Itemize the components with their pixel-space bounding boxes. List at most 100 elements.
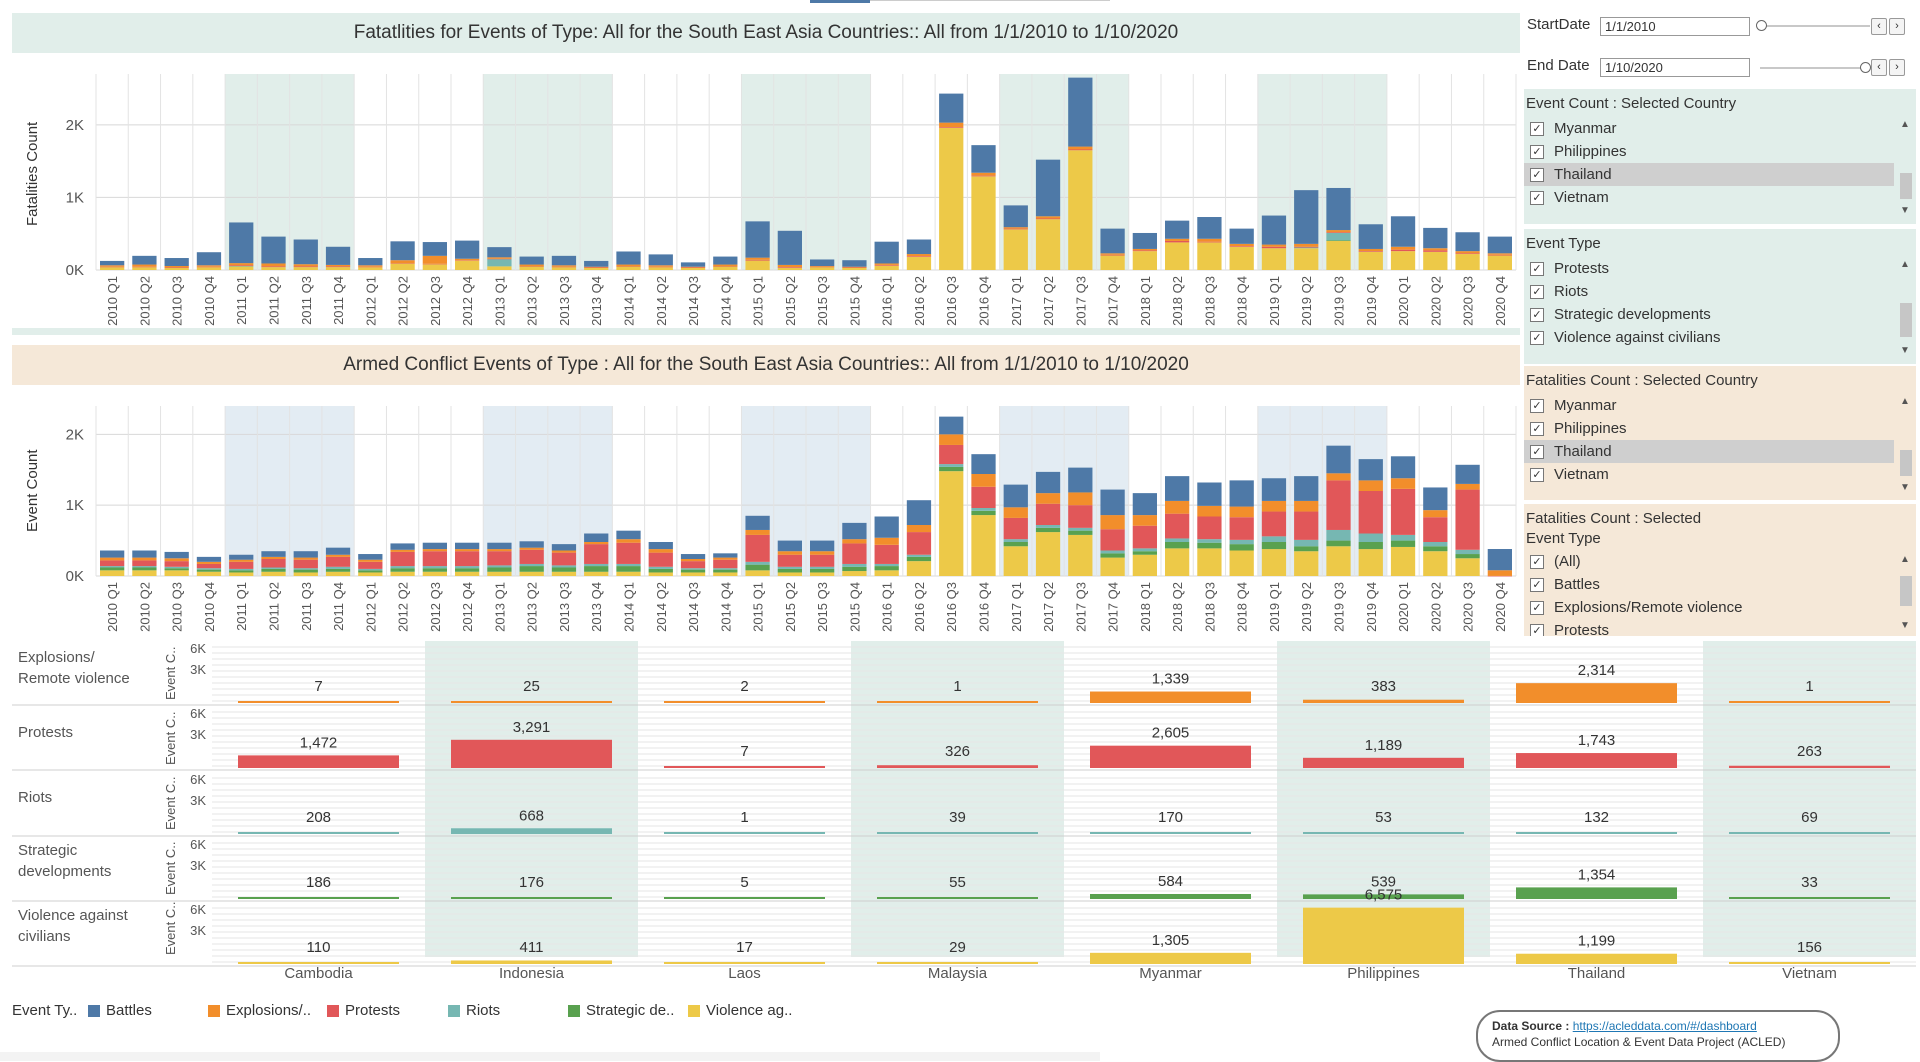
events-bar-segment (713, 569, 738, 573)
events-bar-segment (939, 434, 964, 445)
filter-item-all[interactable]: ✓ (All) (1524, 550, 1916, 573)
event-type-scrollbar[interactable]: ▲ ▼ (1898, 259, 1912, 359)
events-bar-segment (1068, 492, 1093, 506)
events-bar-segment (777, 572, 802, 576)
checkbox-protests[interactable]: ✓ (1530, 261, 1544, 276)
filter-item-philippines[interactable]: ✓ Philippines (1524, 140, 1916, 163)
checkbox-strategic[interactable]: ✓ (1530, 307, 1544, 322)
events-bar-segment (1229, 539, 1254, 545)
legend-item-explosions[interactable]: Explosions/.. (208, 1002, 311, 1019)
fatalities-bar-segment (229, 266, 254, 270)
events-bar-segment (229, 561, 254, 569)
scroll-thumb[interactable] (1900, 303, 1912, 337)
scroll-down-icon[interactable]: ▼ (1900, 482, 1910, 493)
events-bar-segment (745, 564, 770, 571)
matrix-value-label: 383 (1371, 678, 1396, 695)
start-date-slider-thumb[interactable] (1756, 20, 1767, 31)
fatalities-bar-segment (1423, 248, 1448, 251)
fatalities-x-tick-label: 2015 Q1 (751, 276, 766, 326)
checkbox-battles[interactable]: ✓ (1530, 577, 1544, 592)
end-date-input[interactable]: 1/10/2020 (1600, 58, 1750, 77)
filter-item-vietnam[interactable]: ✓ Vietnam (1524, 186, 1916, 209)
fatalities-checkbox-vietnam[interactable]: ✓ (1530, 467, 1544, 482)
fatalities-bar-segment (616, 266, 641, 267)
filter-item-explosions[interactable]: ✓ Explosions/Remote violence (1524, 596, 1916, 619)
fatalities-filter-item-vietnam[interactable]: ✓ Vietnam (1524, 463, 1916, 486)
fatalities-checkbox-philippines[interactable]: ✓ (1530, 421, 1544, 436)
events-bar-segment (1003, 517, 1028, 540)
filter-item-battles[interactable]: ✓ Battles (1524, 573, 1916, 596)
scroll-up-icon[interactable]: ▲ (1900, 119, 1910, 130)
events-bar-segment (551, 550, 577, 553)
event-type-title: Event Type (1526, 235, 1601, 252)
filter-item-thailand[interactable]: ✓ Thailand (1524, 163, 1894, 186)
scroll-thumb[interactable] (1900, 173, 1912, 199)
filter-item-myanmar[interactable]: ✓ Myanmar (1524, 117, 1916, 140)
filter-item-strategic[interactable]: ✓ Strategic developments (1524, 303, 1916, 326)
scroll-down-icon[interactable]: ▼ (1900, 345, 1910, 356)
fatalities-bar-segment (1261, 215, 1287, 245)
event-count-country-scrollbar[interactable]: ▲ ▼ (1898, 119, 1912, 219)
events-bar-segment (1165, 500, 1190, 514)
start-date-next-button[interactable]: › (1889, 18, 1905, 35)
checkbox-all[interactable]: ✓ (1530, 554, 1544, 569)
end-date-next-button[interactable]: › (1889, 59, 1905, 76)
end-date-slider-thumb[interactable] (1860, 62, 1871, 73)
scroll-thumb[interactable] (1900, 576, 1912, 606)
scroll-thumb[interactable] (1900, 450, 1912, 476)
fatalities-bar-segment (164, 266, 189, 268)
fatalities-bar-segment (1229, 246, 1254, 247)
checkbox-explosions[interactable]: ✓ (1530, 600, 1544, 615)
fatalities-bar-segment (1003, 205, 1028, 228)
checkbox-fatalities-protests[interactable]: ✓ (1530, 623, 1544, 636)
fatalities-x-tick-label: 2010 Q2 (137, 276, 152, 326)
start-date-prev-button[interactable]: ‹ (1871, 18, 1887, 35)
fatalities-checkbox-thailand[interactable]: ✓ (1530, 444, 1544, 459)
scroll-down-icon[interactable]: ▼ (1900, 205, 1910, 216)
filter-item-riots[interactable]: ✓ Riots (1524, 280, 1916, 303)
scroll-up-icon[interactable]: ▲ (1900, 396, 1910, 407)
data-source-link[interactable]: https://acleddata.com/#/dashboard (1572, 1019, 1757, 1033)
fatalities-bar-segment (390, 260, 415, 264)
filter-item-fatalities-protests[interactable]: ✓ Protests (1524, 619, 1916, 636)
fatalities-filter-item-myanmar[interactable]: ✓ Myanmar (1524, 394, 1916, 417)
fatalities-chart-title: Fatatlities for Events of Type: All for … (12, 13, 1520, 53)
scroll-up-icon[interactable]: ▲ (1900, 554, 1910, 565)
checkbox-philippines[interactable]: ✓ (1530, 144, 1544, 159)
fatalities-bar-segment (422, 242, 447, 256)
events-x-tick-label: 2018 Q4 (1235, 582, 1250, 632)
events-bar-segment (1390, 540, 1416, 547)
end-date-slider[interactable] (1760, 67, 1870, 69)
matrix-tick-label: 6K (190, 902, 206, 917)
fatalities-filter-item-philippines[interactable]: ✓ Philippines (1524, 417, 1916, 440)
fatalities-event-type-scrollbar[interactable]: ▲ ▼ (1898, 554, 1912, 634)
scroll-down-icon[interactable]: ▼ (1900, 620, 1910, 631)
fatalities-country-scrollbar[interactable]: ▲ ▼ (1898, 396, 1912, 496)
events-bar-segment (1358, 491, 1383, 534)
legend-item-violence[interactable]: Violence ag.. (688, 1002, 792, 1019)
events-bar-segment (1261, 536, 1287, 542)
scroll-up-icon[interactable]: ▲ (1900, 259, 1910, 270)
fatalities-bar-segment (293, 239, 318, 265)
start-date-input[interactable]: 1/1/2010 (1600, 17, 1750, 36)
legend-item-riots[interactable]: Riots (448, 1002, 500, 1019)
events-x-tick-label: 2020 Q3 (1461, 582, 1476, 632)
legend-item-battles[interactable]: Battles (88, 1002, 152, 1019)
start-date-slider[interactable] (1760, 25, 1870, 27)
legend-item-protests[interactable]: Protests (327, 1002, 400, 1019)
matrix-value-label: 1,189 (1365, 737, 1403, 754)
matrix-value-label: 1 (953, 678, 961, 695)
checkbox-violence[interactable]: ✓ (1530, 330, 1544, 345)
checkbox-thailand[interactable]: ✓ (1530, 167, 1544, 182)
fatalities-checkbox-myanmar[interactable]: ✓ (1530, 398, 1544, 413)
events-bar-segment (487, 571, 512, 576)
checkbox-vietnam[interactable]: ✓ (1530, 190, 1544, 205)
checkbox-riots[interactable]: ✓ (1530, 284, 1544, 299)
end-date-prev-button[interactable]: ‹ (1871, 59, 1887, 76)
legend-item-strategic[interactable]: Strategic de.. (568, 1002, 674, 1019)
fatalities-filter-item-thailand[interactable]: ✓ Thailand (1524, 440, 1894, 463)
filter-item-violence[interactable]: ✓ Violence against civilians (1524, 326, 1916, 349)
filter-item-protests[interactable]: ✓ Protests (1524, 257, 1916, 280)
fatalities-bar-segment (648, 266, 673, 268)
checkbox-myanmar[interactable]: ✓ (1530, 121, 1544, 136)
